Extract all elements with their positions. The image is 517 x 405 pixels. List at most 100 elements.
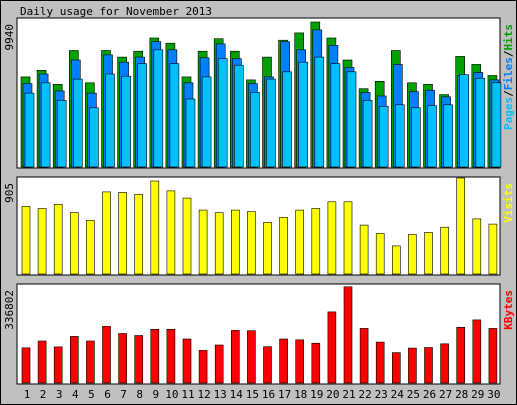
side-label-part: Files <box>502 57 515 90</box>
kbytes-bar-day-23 <box>375 341 385 384</box>
visits-bar-day-6 <box>102 191 111 275</box>
x-tick-day-1: 1 <box>24 388 31 401</box>
x-tick-day-21: 21 <box>342 388 355 401</box>
x-tick-day-22: 22 <box>358 388 371 401</box>
pages-bar-day-30 <box>491 82 502 168</box>
visits-bar-day-26 <box>424 232 433 275</box>
visits-bar-day-19 <box>311 208 321 275</box>
panel-plot-area <box>16 283 501 385</box>
x-tick-day-4: 4 <box>72 388 79 401</box>
pages-bar-day-13 <box>217 58 228 168</box>
x-tick-day-30: 30 <box>487 388 500 401</box>
x-tick-day-28: 28 <box>455 388 468 401</box>
visits-bar-day-20 <box>327 201 337 275</box>
kbytes-bar-day-7 <box>118 333 127 384</box>
side-label-part: Pages <box>502 97 515 130</box>
pages-bar-day-12 <box>201 76 212 168</box>
pages-bar-day-7 <box>121 75 131 168</box>
pages-bar-day-26 <box>427 105 437 168</box>
ymax-label: 905 <box>3 183 16 203</box>
x-tick-day-14: 14 <box>230 388 244 401</box>
side-label-part: Visits <box>502 183 515 223</box>
x-tick-day-19: 19 <box>310 388 323 401</box>
pages-bar-day-20 <box>330 63 341 168</box>
pages-bar-day-23 <box>378 106 389 168</box>
kbytes-bar-day-18 <box>295 339 305 384</box>
visits-bar-day-16 <box>263 222 272 275</box>
side-label-separator: / <box>502 90 515 97</box>
visits-bar-day-22 <box>359 224 369 275</box>
visits-bar-day-15 <box>247 211 256 275</box>
kbytes-bar-day-30 <box>488 328 498 384</box>
kbytes-bar-day-6 <box>102 326 111 384</box>
x-tick-day-5: 5 <box>88 388 95 401</box>
kbytes-bar-day-16 <box>263 346 272 384</box>
side-label-part: Hits <box>502 24 515 51</box>
x-tick-day-27: 27 <box>439 388 452 401</box>
pages-bar-day-17 <box>282 71 292 168</box>
x-tick-day-29: 29 <box>471 388 484 401</box>
chart-title: Daily usage for November 2013 <box>20 5 212 18</box>
pages-bar-day-29 <box>475 78 486 168</box>
panel-2: 905 Visits <box>3 176 515 276</box>
kbytes-bar-day-21 <box>343 286 353 384</box>
x-tick-day-2: 2 <box>40 388 47 401</box>
visits-bar-day-2 <box>37 208 47 275</box>
kbytes-bar-day-20 <box>327 311 337 384</box>
pages-bar-day-2 <box>40 82 51 168</box>
x-tick-day-25: 25 <box>407 388 420 401</box>
x-tick-day-9: 9 <box>152 388 159 401</box>
pages-bar-day-10 <box>169 63 180 168</box>
x-tick-day-23: 23 <box>375 388 388 401</box>
visits-bar-day-1 <box>21 206 31 275</box>
visits-bar-day-11 <box>182 197 192 275</box>
side-label-part: KBytes <box>502 290 515 330</box>
kbytes-bar-day-13 <box>214 344 224 384</box>
panel-plot-area <box>16 176 501 276</box>
kbytes-bar-day-15 <box>247 330 256 384</box>
kbytes-bar-day-2 <box>37 340 47 384</box>
pages-bar-day-27 <box>443 104 453 168</box>
kbytes-bar-day-29 <box>472 319 482 384</box>
x-tick-day-7: 7 <box>120 388 127 401</box>
pages-bar-day-16 <box>266 78 276 168</box>
panel-3: 336802 KBytes <box>3 283 515 385</box>
visits-bar-day-28 <box>456 177 466 275</box>
visits-bar-day-18 <box>295 209 305 275</box>
visits-bar-day-17 <box>279 217 288 275</box>
x-tick-day-17: 17 <box>278 388 291 401</box>
kbytes-bar-day-25 <box>408 347 417 384</box>
x-tick-day-16: 16 <box>262 388 275 401</box>
x-tick-day-12: 12 <box>197 388 210 401</box>
pages-bar-day-6 <box>105 73 115 168</box>
kbytes-bar-day-1 <box>21 347 31 384</box>
kbytes-bar-day-14 <box>231 330 240 384</box>
visits-bar-day-8 <box>134 194 143 275</box>
pages-bar-day-14 <box>234 64 244 168</box>
ymax-label: 336802 <box>3 290 16 330</box>
kbytes-bar-day-28 <box>456 326 466 384</box>
kbytes-bar-day-9 <box>150 328 160 384</box>
visits-bar-day-13 <box>214 212 224 275</box>
x-tick-day-26: 26 <box>423 388 436 401</box>
pages-bar-day-21 <box>346 71 357 168</box>
x-tick-day-10: 10 <box>165 388 178 401</box>
x-tick-day-24: 24 <box>391 388 405 401</box>
pages-bar-day-24 <box>394 104 405 168</box>
pages-bar-day-9 <box>153 49 164 168</box>
pages-bar-day-5 <box>89 107 99 168</box>
side-label: Pages/Files/Hits <box>502 24 515 130</box>
visits-bar-day-23 <box>375 233 385 275</box>
pages-bar-day-3 <box>56 100 67 168</box>
kbytes-bar-day-8 <box>134 335 143 384</box>
pages-bar-day-18 <box>298 61 309 168</box>
kbytes-bar-day-19 <box>311 342 321 384</box>
pages-bar-day-19 <box>314 56 325 168</box>
pages-bar-day-4 <box>73 78 83 168</box>
side-label-separator: / <box>502 50 515 57</box>
kbytes-bar-day-11 <box>182 338 192 384</box>
side-label: KBytes <box>502 290 515 330</box>
x-tick-day-6: 6 <box>104 388 111 401</box>
